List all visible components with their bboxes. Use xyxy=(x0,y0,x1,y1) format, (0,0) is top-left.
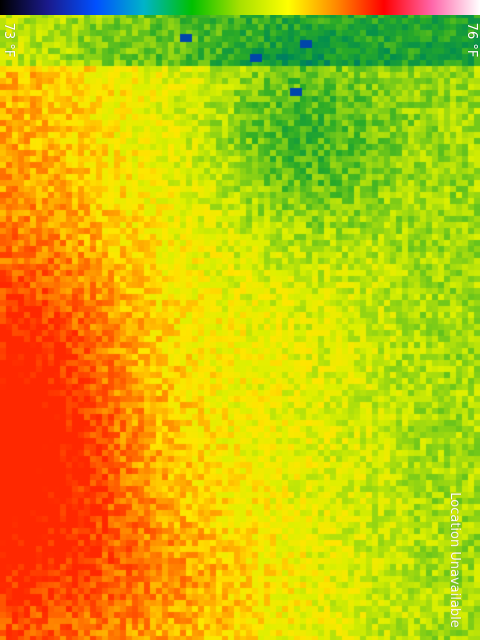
color-palette-bar xyxy=(0,0,480,15)
min-temperature-label: 73 °F xyxy=(1,23,15,58)
max-temperature-label: 76 °F xyxy=(464,23,478,58)
location-status-text: Location Unavailable xyxy=(447,492,461,628)
